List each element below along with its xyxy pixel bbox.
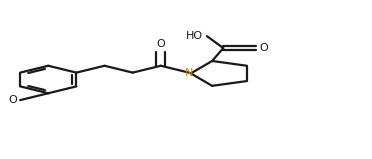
Text: O: O [9, 95, 17, 105]
Text: O: O [259, 43, 268, 53]
Text: HO: HO [186, 31, 203, 41]
Text: O: O [157, 39, 165, 49]
Text: N: N [185, 68, 193, 78]
